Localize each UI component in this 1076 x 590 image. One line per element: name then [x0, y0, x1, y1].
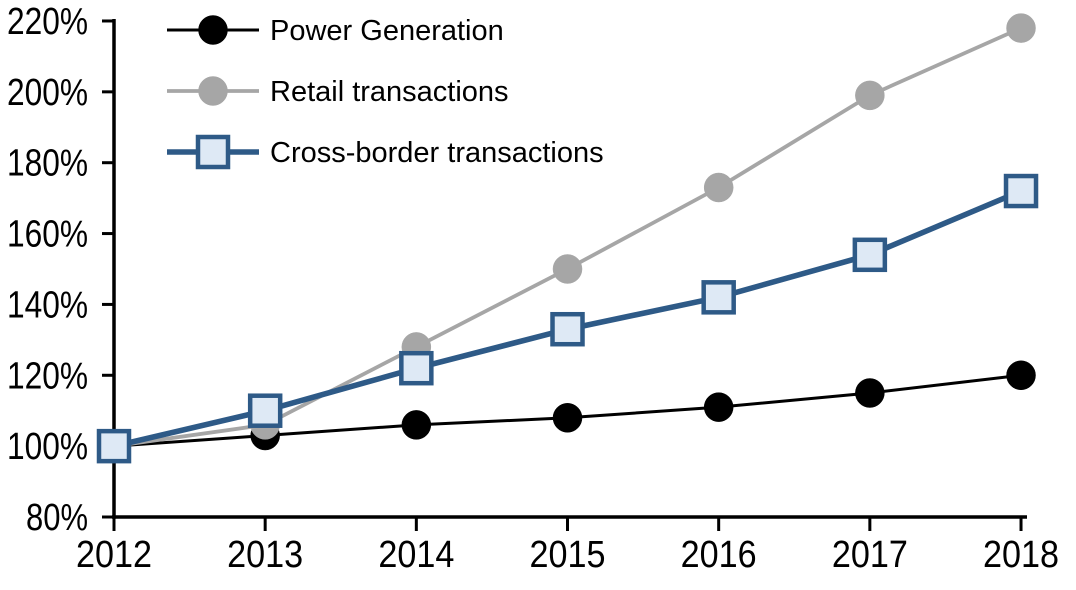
y-axis-label: 160% — [7, 214, 88, 256]
series-marker-1 — [401, 410, 432, 440]
series-marker-3 — [701, 280, 736, 315]
x-axis-label: 2015 — [530, 534, 606, 576]
x-axis-label: 2013 — [227, 534, 303, 576]
series-marker-3 — [399, 350, 434, 386]
legend-label: Power Generation — [270, 15, 504, 47]
y-axis-label: 220% — [7, 1, 88, 43]
y-axis-label: 140% — [7, 284, 88, 326]
series-marker-3 — [550, 311, 585, 347]
series-marker-3 — [96, 428, 132, 464]
x-axis-label: 2018 — [983, 534, 1059, 576]
x-axis-label: 2014 — [378, 534, 454, 576]
y-axis-label: 180% — [7, 143, 88, 185]
series-marker-3 — [852, 237, 888, 273]
x-axis-label: 2017 — [832, 534, 908, 576]
legend-marker-circle-icon — [198, 15, 228, 45]
x-axis-label: 2016 — [681, 534, 757, 576]
legend-marker-square-icon — [195, 134, 231, 170]
series-marker-1 — [855, 378, 885, 408]
series-marker-1 — [1006, 360, 1036, 391]
series-marker-2 — [855, 80, 885, 111]
series-marker-2 — [703, 172, 734, 203]
y-axis-label: 80% — [26, 497, 88, 539]
series-marker-2 — [552, 254, 583, 284]
series-marker-2 — [1006, 13, 1036, 43]
legend-marker-circle-icon — [198, 76, 228, 106]
legend-label: Cross-border transactions — [270, 137, 604, 169]
series-marker-3 — [247, 393, 283, 428]
series-marker-1 — [703, 392, 734, 422]
series-marker-3 — [1003, 173, 1039, 209]
legend-label: Retail transactions — [270, 76, 509, 108]
series-marker-1 — [552, 403, 583, 433]
y-axis-label: 200% — [7, 72, 88, 114]
y-axis-label: 100% — [7, 426, 88, 468]
y-axis-label: 120% — [7, 355, 88, 397]
x-axis-label: 2012 — [76, 534, 152, 576]
